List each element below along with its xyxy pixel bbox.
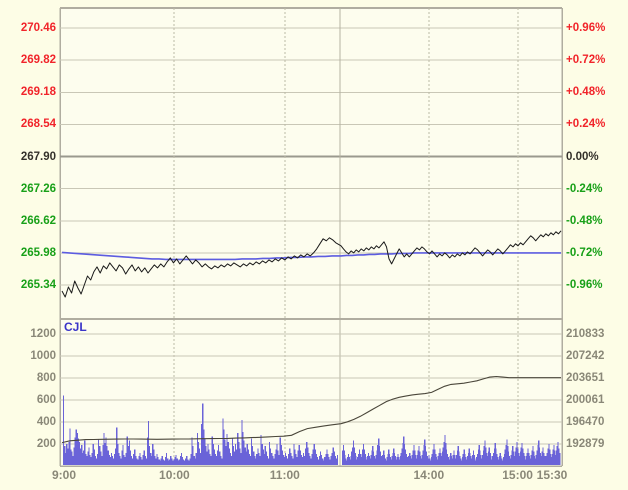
price-tick-right: -0.24% [566,182,603,195]
price-tick-left: 267.26 [20,182,56,195]
volume-tick-left: 600 [36,394,56,406]
volume-tick-right: 210833 [566,328,605,340]
price-tick-right: +0.24% [566,118,606,131]
price-tick-left: 266.62 [20,214,56,227]
volume-tick-left: 1000 [30,350,56,362]
time-tick: 10:00 [159,468,190,482]
volume-tick-right: 207242 [566,350,605,362]
volume-panel [60,319,562,466]
volume-tick-right: 196470 [566,416,605,428]
price-tick-left: 265.34 [20,279,56,291]
price-tick-right: +0.96% [566,22,606,34]
price-tick-right: -0.48% [566,214,603,227]
price-tick-right: +0.72% [566,54,606,67]
price-tick-left: 269.18 [20,86,56,99]
volume-tick-right: 203651 [566,372,605,384]
time-tick: 9:00 [51,468,77,482]
volume-indicator-label: CJL [64,320,87,334]
time-tick: 15:00 [502,468,533,482]
volume-tick-left: 400 [36,416,56,428]
price-tick-right: 0.00% [566,150,599,163]
time-tick: 15:30 [536,468,568,482]
time-tick: 14:00 [413,468,445,482]
price-tick-right: -0.96% [566,279,603,291]
price-tick-left: 268.54 [20,118,56,131]
volume-tick-left: 200 [36,438,56,450]
price-tick-left: 269.82 [20,54,56,67]
price-tick-left: 267.90 [20,150,56,163]
volume-tick-right: 200061 [566,394,605,406]
time-tick: 11:00 [269,468,300,482]
price-tick-left: 265.98 [20,246,56,259]
price-tick-left: 270.46 [20,22,56,34]
volume-tick-left: 1200 [30,328,56,340]
price-tick-right: -0.72% [566,246,603,259]
volume-tick-right: 192879 [566,438,605,450]
price-tick-right: +0.48% [566,86,606,99]
volume-tick-left: 800 [36,372,56,384]
